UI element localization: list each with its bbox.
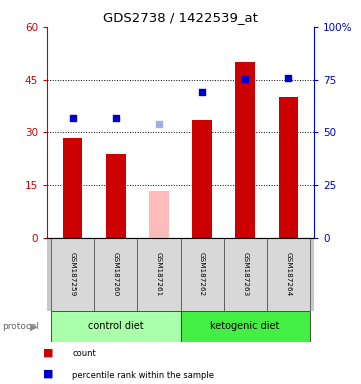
Bar: [106, 154, 126, 238]
Point: [285, 74, 291, 81]
Text: ▶: ▶: [30, 321, 38, 331]
Bar: [51, 238, 94, 311]
Text: percentile rank within the sample: percentile rank within the sample: [72, 371, 214, 379]
Bar: [180, 238, 223, 311]
Bar: [138, 238, 180, 311]
Text: GSM187262: GSM187262: [199, 252, 205, 297]
Title: GDS2738 / 1422539_at: GDS2738 / 1422539_at: [103, 11, 258, 24]
Point: [113, 114, 119, 121]
Text: GSM187259: GSM187259: [70, 252, 76, 297]
Point: [70, 114, 76, 121]
Bar: [149, 190, 169, 238]
Text: GSM187261: GSM187261: [156, 252, 162, 297]
Text: GSM187264: GSM187264: [285, 252, 291, 297]
Text: GSM187260: GSM187260: [113, 252, 119, 297]
Text: ■: ■: [43, 348, 54, 358]
Text: count: count: [72, 349, 96, 358]
Text: GSM187263: GSM187263: [242, 252, 248, 297]
Text: ketogenic diet: ketogenic diet: [210, 321, 280, 331]
Bar: [180, 311, 310, 342]
Point: [156, 121, 162, 127]
Bar: [192, 120, 212, 238]
Bar: [51, 311, 180, 342]
Bar: [223, 238, 267, 311]
Point: [199, 89, 205, 95]
Point: [242, 76, 248, 82]
Text: ■: ■: [43, 369, 54, 379]
Bar: [267, 238, 310, 311]
Text: protocol: protocol: [2, 322, 39, 331]
Bar: [279, 97, 298, 238]
Bar: [235, 62, 255, 238]
Text: control diet: control diet: [88, 321, 144, 331]
Bar: [63, 138, 82, 238]
Bar: [94, 238, 138, 311]
